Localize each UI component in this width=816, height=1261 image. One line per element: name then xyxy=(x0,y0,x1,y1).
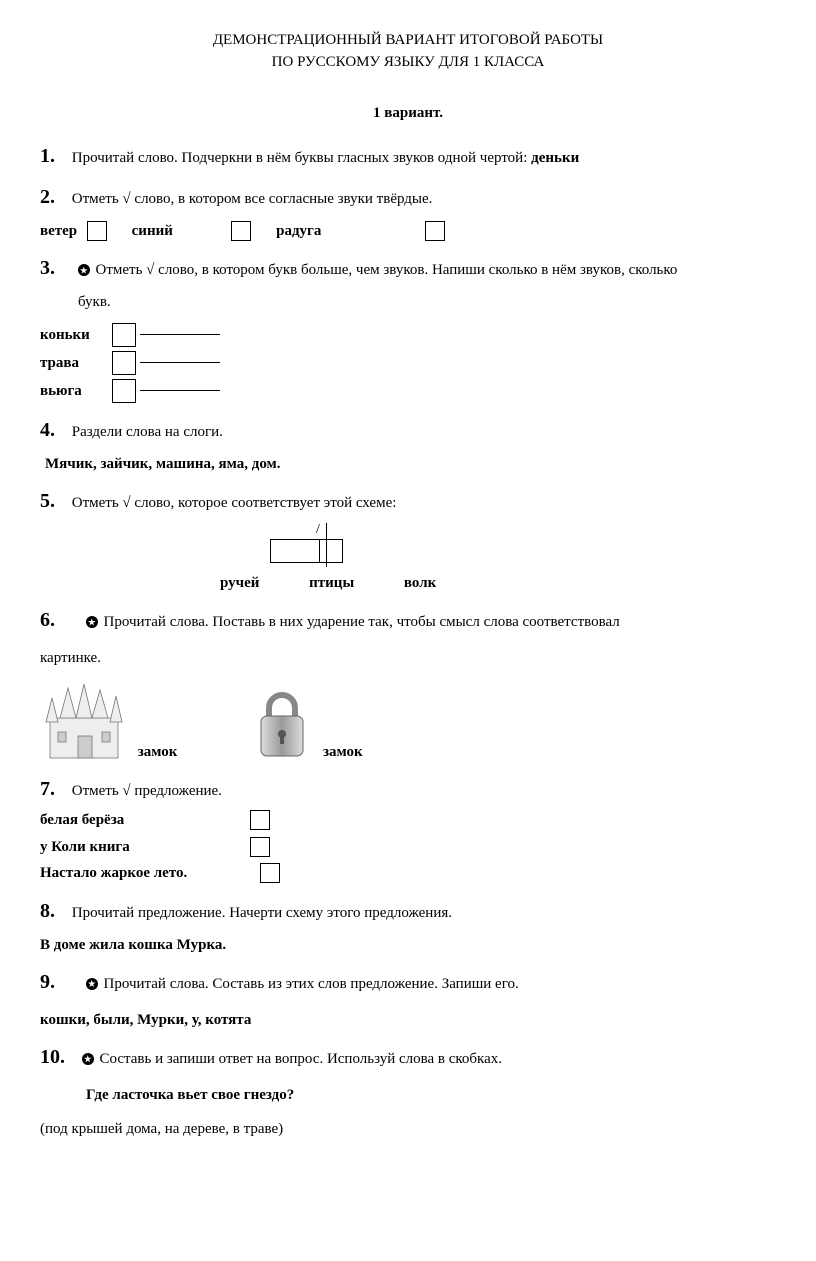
write-line[interactable] xyxy=(140,334,220,335)
q7-phrase-3: Настало жаркое лето. xyxy=(40,863,240,883)
q3-text2: букв. xyxy=(78,292,776,312)
task-number: 8. xyxy=(40,898,68,925)
padlock-cell: замок xyxy=(251,684,362,762)
q5-scheme: / xyxy=(270,523,776,567)
q9-words: кошки, были, Мурки, у, котята xyxy=(40,1010,776,1030)
task-number: 7. xyxy=(40,776,68,803)
variant-label: 1 вариант. xyxy=(40,103,776,123)
q3-word-2: трава xyxy=(40,353,102,373)
q10-question: Где ласточка вьет свое гнездо? xyxy=(86,1085,776,1105)
task-1: 1. Прочитай слово. Подчеркни в нём буквы… xyxy=(40,143,776,170)
task-list: 1. Прочитай слово. Подчеркни в нём буквы… xyxy=(40,143,776,1140)
q3-word-1: коньки xyxy=(40,325,102,345)
task-number: 9. xyxy=(40,969,68,996)
task-text: Составь и запиши ответ на вопрос. Исполь… xyxy=(100,1051,503,1067)
q2-opt-1: ветер xyxy=(40,221,77,241)
q5-options: ручей птицы волк xyxy=(220,573,776,593)
q6-pictures: замок замок xyxy=(40,678,776,762)
q2-checkbox-3[interactable] xyxy=(425,221,445,241)
padlock-icon xyxy=(251,684,313,762)
task-number: 2. xyxy=(40,184,68,211)
q3-checkbox-1[interactable] xyxy=(112,323,136,347)
q2-opt-2: синий xyxy=(132,221,173,241)
task-text: Прочитай слова. Составь из этих слов пре… xyxy=(104,976,519,992)
q7-phrase-1: белая берёза xyxy=(40,810,240,830)
castle-icon xyxy=(40,678,128,762)
q7-row-1: белая берёза xyxy=(40,809,776,830)
q8-sentence: В доме жила кошка Мурка. xyxy=(40,935,776,955)
flower-icon xyxy=(82,1053,94,1065)
q4-words: Мячик, зайчик, машина, яма, дом. xyxy=(45,454,776,474)
q2-checkbox-2[interactable] xyxy=(231,221,251,241)
task-text: Отметь √ слово, которое соответствует эт… xyxy=(72,495,397,511)
q3-row-2: трава xyxy=(40,351,776,375)
q3-checkbox-3[interactable] xyxy=(112,379,136,403)
flower-icon xyxy=(86,978,98,990)
q7-row-3: Настало жаркое лето. xyxy=(40,863,776,884)
q5-opt-1: ручей xyxy=(220,573,259,593)
q7-checkbox-2[interactable] xyxy=(250,837,270,857)
scheme-box xyxy=(270,539,320,563)
q5-opt-2: птицы xyxy=(309,573,354,593)
scheme-box xyxy=(318,539,343,563)
task-4: 4. Раздели слова на слоги. Мячик, зайчик… xyxy=(40,417,776,474)
q7-checkbox-1[interactable] xyxy=(250,810,270,830)
task-7: 7. Отметь √ предложение. белая берёза у … xyxy=(40,776,776,883)
q3-word-3: вьюга xyxy=(40,381,102,401)
q3-row-1: коньки xyxy=(40,323,776,347)
task-text: Прочитай слово. Подчеркни в нём буквы гл… xyxy=(72,150,579,166)
q3-row-3: вьюга xyxy=(40,379,776,403)
q3-checkbox-2[interactable] xyxy=(112,351,136,375)
q7-checkbox-3[interactable] xyxy=(260,863,280,883)
q7-phrase-2: у Коли книга xyxy=(40,837,240,857)
task-number: 3. xyxy=(40,255,68,282)
write-line[interactable] xyxy=(140,362,220,363)
task-number: 5. xyxy=(40,488,68,515)
write-line[interactable] xyxy=(140,390,220,391)
task-number: 1. xyxy=(40,143,68,170)
q2-options: ветер синий радуга xyxy=(40,221,776,242)
q6-cap-2: замок xyxy=(323,744,363,760)
task-number: 10. xyxy=(40,1044,68,1071)
q6-text-b: картинке. xyxy=(40,648,776,668)
task-text: Отметь √ предложение. xyxy=(72,783,222,799)
task-text: Прочитай предложение. Начерти схему этог… xyxy=(72,905,452,921)
task-number: 6. xyxy=(40,607,68,634)
doc-subtitle: ПО РУССКОМУ ЯЗЫКУ ДЛЯ 1 КЛАССА xyxy=(40,52,776,72)
task-6: 6. Прочитай слова. Поставь в них ударени… xyxy=(40,607,776,762)
q1-word: деньки xyxy=(531,150,579,166)
doc-title: ДЕМОНСТРАЦИОННЫЙ ВАРИАНТ ИТОГОВОЙ РАБОТЫ xyxy=(40,30,776,50)
q1-text: Прочитай слово. Подчеркни в нём буквы гл… xyxy=(72,150,531,166)
task-2: 2. Отметь √ слово, в котором все согласн… xyxy=(40,184,776,242)
task-8: 8. Прочитай предложение. Начерти схему э… xyxy=(40,898,776,955)
stress-mark-icon: / xyxy=(316,521,320,540)
q7-row-2: у Коли книга xyxy=(40,836,776,857)
task-number: 4. xyxy=(40,417,68,444)
task-9: 9. Прочитай слова. Составь из этих слов … xyxy=(40,969,776,1030)
flower-icon xyxy=(86,616,98,628)
scheme-divider xyxy=(326,523,327,567)
task-5: 5. Отметь √ слово, которое соответствует… xyxy=(40,488,776,593)
q2-checkbox-1[interactable] xyxy=(87,221,107,241)
flower-icon xyxy=(78,264,90,276)
task-10: 10. Составь и запиши ответ на вопрос. Ис… xyxy=(40,1044,776,1140)
q6-cap-1: замок xyxy=(138,744,178,760)
task-text: Отметь √ слово, в котором все согласные … xyxy=(72,191,433,207)
task-3: 3. Отметь √ слово, в котором букв больше… xyxy=(40,255,776,402)
task-text: Отметь √ слово, в котором букв больше, ч… xyxy=(96,262,678,278)
castle-cell: замок xyxy=(40,678,177,762)
q5-opt-3: волк xyxy=(404,573,436,593)
task-text: Раздели слова на слоги. xyxy=(72,424,223,440)
q10-paren: (под крышей дома, на дереве, в траве) xyxy=(40,1119,776,1139)
q2-opt-3: радуга xyxy=(276,221,321,241)
task-text: Прочитай слова. Поставь в них ударение т… xyxy=(104,614,620,630)
